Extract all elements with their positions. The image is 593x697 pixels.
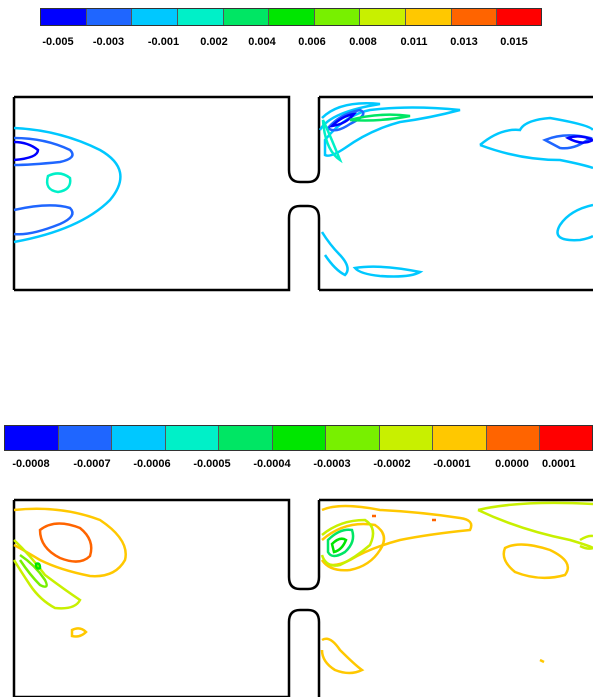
contour-blue [13, 204, 74, 236]
contour-yellow [321, 504, 473, 567]
top-left-channel-wall-lower [14, 204, 321, 292]
contour-yellow [320, 637, 365, 675]
top-colorbar-swatch [40, 8, 86, 26]
top-tick-label: -0.001 [147, 36, 180, 48]
contour-cyan [352, 265, 424, 278]
contour-teal [45, 172, 72, 194]
contour-darkblue [564, 135, 593, 144]
bottom-colorbar-ticks: -0.0008 -0.0007 -0.0006 -0.0005 -0.0004 … [0, 458, 587, 470]
bottom-tick-label: -0.0002 [373, 458, 411, 470]
top-tick-label: 0.011 [400, 36, 428, 48]
top-colorbar-swatch [405, 8, 451, 26]
contour-teal [321, 119, 343, 164]
bottom-tick-label: 0.0001 [542, 458, 576, 470]
contour-green [326, 528, 355, 558]
bottom-colorbar-swatch [378, 425, 433, 451]
top-colorbar-ticks: -0.005 -0.003 -0.001 0.002 0.004 0.006 0… [35, 36, 539, 48]
bottom-colorbar-swatch [539, 425, 593, 451]
contour-lightyellow [12, 539, 82, 610]
bottom-colorbar-swatch [57, 425, 112, 451]
top-contour-plot [12, 95, 593, 292]
bottom-left-channel-wall-lower [14, 608, 321, 697]
top-colorbar-swatch [85, 8, 132, 26]
contour-blue [326, 108, 365, 132]
contour-cyan [318, 102, 381, 131]
top-tick-label: 0.008 [349, 36, 377, 48]
contour-cyan [13, 126, 122, 244]
top-right-channel-wall [319, 95, 593, 292]
contour-darkgreen [330, 537, 348, 554]
bottom-tick-label: 0.0000 [495, 458, 529, 470]
bottom-tick-label: -0.0006 [133, 458, 171, 470]
contour-blue [13, 136, 74, 167]
contour-yellow [320, 522, 386, 572]
contour-lightyellow [320, 518, 375, 567]
top-tick-label: 0.006 [298, 36, 326, 48]
bottom-tick-label: -0.0008 [12, 458, 50, 470]
contour-lightyellow [477, 501, 593, 550]
top-colorbar-swatch [496, 8, 542, 26]
bottom-tick-label: -0.0007 [73, 458, 111, 470]
contour-yellow-dot [539, 658, 545, 664]
top-colorbar [40, 8, 542, 26]
top-colorbar-swatch [359, 8, 405, 26]
bottom-colorbar-swatch [432, 425, 486, 451]
contour-green [34, 562, 42, 570]
contour-cyan [320, 231, 349, 277]
bottom-colorbar-swatch [111, 425, 165, 451]
bottom-colorbar-swatch [271, 425, 326, 451]
contour-darkblue [328, 112, 358, 128]
top-colorbar-swatch [131, 8, 177, 26]
top-colorbar-swatch [268, 8, 314, 26]
contour-teal [349, 113, 411, 122]
top-tick-label: 0.015 [500, 36, 528, 48]
bottom-tick-label: -0.0003 [313, 458, 351, 470]
contour-yellow-blob [70, 627, 88, 638]
top-left-channel-wall [14, 95, 321, 184]
top-tick-label: 0.002 [200, 36, 228, 48]
contour-cyan [479, 116, 593, 146]
bottom-tick-label: -0.0001 [433, 458, 471, 470]
bottom-tick-label: -0.0004 [253, 458, 291, 470]
contour-yellowgreen [18, 553, 48, 588]
bottom-tick-label: -0.0005 [193, 458, 231, 470]
contour-orange [38, 522, 93, 563]
bottom-colorbar-swatch [4, 425, 58, 451]
top-colorbar-swatch [222, 8, 269, 26]
contour-orange-dots [372, 514, 436, 522]
bottom-colorbar-swatch [218, 425, 272, 451]
top-tick-label: 0.004 [248, 36, 276, 48]
bottom-colorbar-swatch [485, 425, 540, 451]
top-tick-label: 0.013 [450, 36, 478, 48]
contour-darkblue [13, 140, 40, 162]
top-colorbar-swatch [313, 8, 360, 26]
contour-yellow [502, 543, 570, 580]
top-tick-label: -0.003 [92, 36, 125, 48]
contour-cyan [323, 106, 461, 157]
top-tick-label: -0.005 [42, 36, 74, 48]
bottom-colorbar-swatch [325, 425, 379, 451]
top-colorbar-swatch [450, 8, 497, 26]
contour-orange-yellow [13, 507, 127, 578]
bottom-left-channel-wall [14, 498, 321, 591]
bottom-contour-plot [12, 498, 593, 697]
top-colorbar-swatch [176, 8, 223, 26]
bottom-colorbar [4, 425, 593, 451]
contour-cyan [479, 143, 593, 170]
bottom-colorbar-swatch [164, 425, 219, 451]
contour-lightyellow [579, 534, 593, 550]
contour-cyan [556, 203, 593, 242]
